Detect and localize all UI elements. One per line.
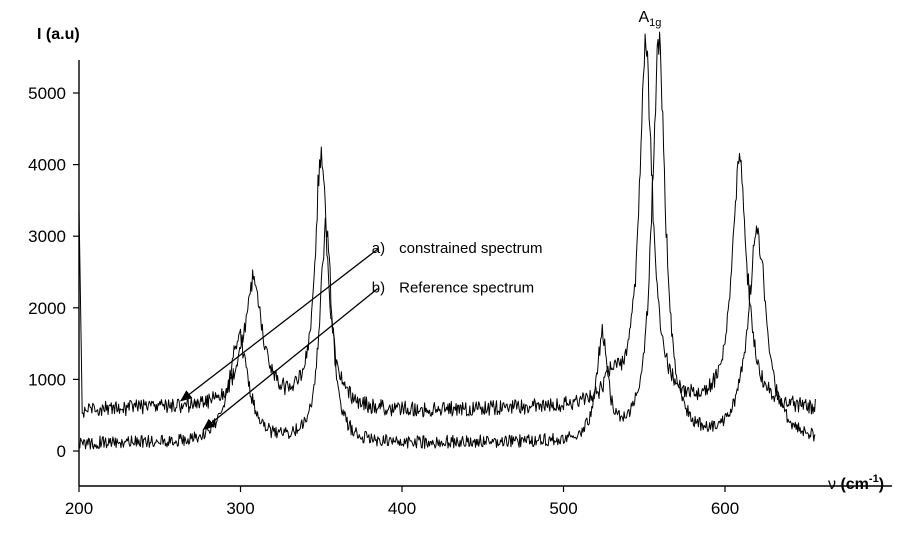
x-axis-unit: (cm <box>840 476 868 493</box>
x-tick-label: 600 <box>711 499 739 518</box>
peak-label-main: A <box>638 9 649 26</box>
peak-label-a1g: A1g <box>638 9 661 29</box>
x-axis-symbol: ν <box>828 476 836 493</box>
x-ticks: 200 300 400 500 600 <box>65 486 739 518</box>
series-line-constrained <box>78 33 816 418</box>
y-tick-label: 5000 <box>28 84 66 103</box>
x-axis-unit-close: ) <box>879 476 884 493</box>
series-group <box>78 31 816 450</box>
series-label-prefix: a) <box>372 240 385 257</box>
x-tick-label: 200 <box>65 499 93 518</box>
series-label-name: constrained spectrum <box>399 240 542 257</box>
peak-label-sub: 1g <box>649 17 661 29</box>
x-tick-label: 300 <box>226 499 254 518</box>
annotations: a) constrained spectrum b) Reference spectr… <box>179 240 543 431</box>
annotation-arrow <box>202 287 379 431</box>
series-label: a) constrained spectrum <box>372 240 543 257</box>
y-ticks: 0 1000 2000 3000 4000 5000 <box>28 84 79 461</box>
y-axis-label: I (a.u) <box>37 26 80 43</box>
series-label-name: Reference spectrum <box>399 279 534 296</box>
y-tick-label: 3000 <box>28 227 66 246</box>
y-tick-label: 4000 <box>28 156 66 175</box>
series-line-reference <box>78 31 816 450</box>
x-tick-label: 500 <box>549 499 577 518</box>
x-axis-label: ν (cm-1) <box>828 473 884 493</box>
x-tick-label: 400 <box>388 499 416 518</box>
x-axis-unit-sup: -1 <box>869 473 879 485</box>
y-tick-label: 2000 <box>28 299 66 318</box>
series-label-prefix: b) <box>372 279 385 296</box>
annotation-arrow <box>179 248 379 402</box>
y-tick-label: 0 <box>57 442 66 461</box>
y-tick-label: 1000 <box>28 370 66 389</box>
series-label: b) Reference spectrum <box>372 279 534 296</box>
